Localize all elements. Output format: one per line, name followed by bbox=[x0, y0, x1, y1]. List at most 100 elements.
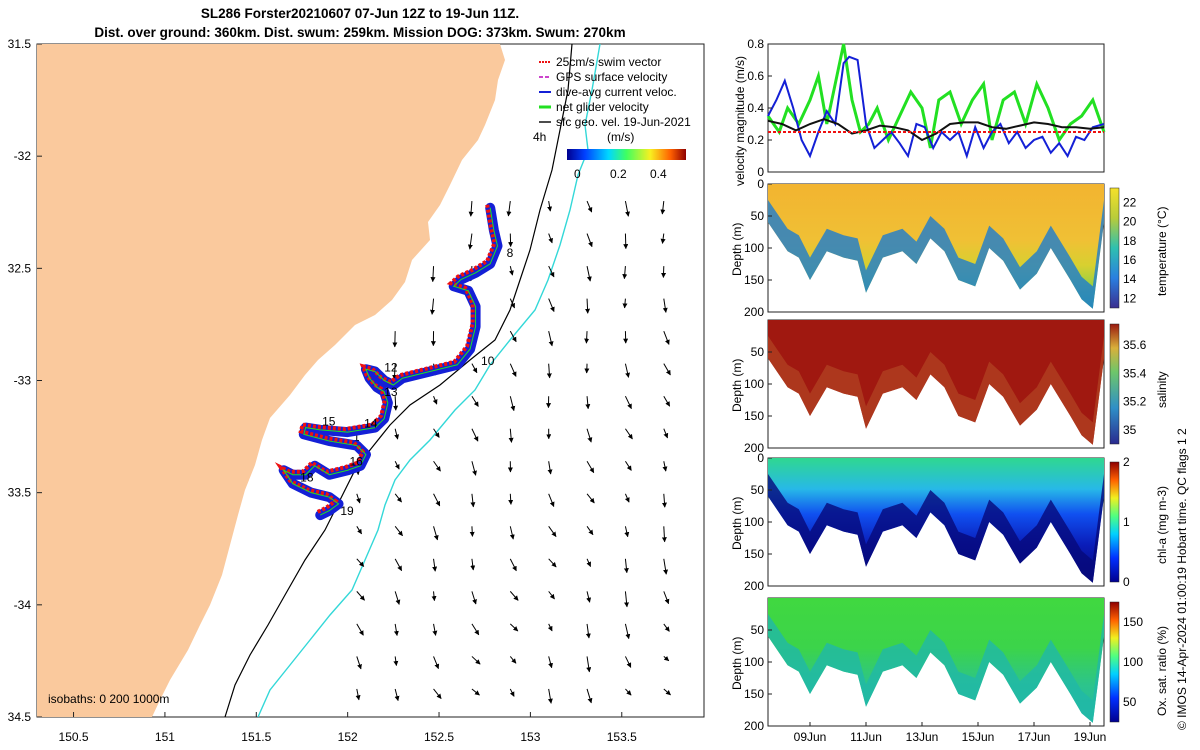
vector-arrow bbox=[547, 461, 553, 475]
vector-arrow bbox=[433, 688, 442, 700]
map-xtick-label: 152 bbox=[338, 730, 358, 744]
map-ytick-label: -32 bbox=[14, 149, 32, 163]
vector-arrow bbox=[586, 265, 592, 282]
vector-arrow bbox=[509, 591, 519, 601]
vector-arrow bbox=[547, 200, 553, 212]
vector-arrow bbox=[471, 591, 477, 605]
section-ytick-label: 150 bbox=[744, 547, 764, 561]
day-label: 12 bbox=[384, 361, 398, 375]
colorbar-tick-label: 35.6 bbox=[1123, 338, 1147, 352]
section-colorbar bbox=[1109, 323, 1120, 445]
vector-arrow bbox=[430, 266, 436, 283]
vector-arrow bbox=[548, 298, 555, 313]
vector-arrow bbox=[392, 363, 398, 380]
vector-arrow bbox=[624, 493, 630, 503]
vector-arrow bbox=[586, 200, 593, 213]
vector-arrow bbox=[625, 688, 632, 696]
colorbar-tick-2: 0.4 bbox=[650, 167, 667, 181]
velocity-panel: 0 0.2 0.4 0.6 0.8 velocity magnitude (m/s) bbox=[733, 37, 1106, 186]
vector-arrow bbox=[471, 623, 480, 636]
colorbar-tick-label: 1 bbox=[1123, 515, 1130, 529]
vector-arrow bbox=[625, 460, 632, 471]
vector-arrow bbox=[433, 428, 440, 438]
vector-arrow bbox=[356, 526, 362, 535]
colorbar-tick-label: 18 bbox=[1123, 234, 1137, 248]
vector-arrow bbox=[586, 591, 592, 603]
vector-arrow bbox=[432, 558, 438, 572]
section-ytick-label: 150 bbox=[744, 409, 764, 423]
day-label: 10 bbox=[481, 354, 495, 368]
vector-arrow bbox=[586, 493, 595, 504]
section-xtick-label: 15Jun bbox=[962, 730, 995, 744]
vector-arrow bbox=[548, 493, 555, 508]
vector-arrow bbox=[468, 200, 474, 217]
vector-arrow bbox=[663, 688, 671, 696]
vector-arrow bbox=[393, 656, 399, 667]
vector-arrow bbox=[548, 265, 555, 278]
colorbar-tick-label: 35 bbox=[1123, 423, 1137, 437]
vector-arrow bbox=[624, 526, 630, 538]
vector-arrow bbox=[509, 298, 515, 309]
vector-arrow bbox=[548, 591, 555, 600]
colorbar-tick-label: 35.4 bbox=[1123, 366, 1147, 380]
day-labels: 8 10 12 13 14 15 16 18 19 bbox=[300, 246, 513, 518]
vector-arrow bbox=[509, 526, 515, 540]
vector-arrow bbox=[508, 265, 514, 276]
vector-arrow bbox=[663, 558, 669, 575]
colorbar-label: temperature (°C) bbox=[1155, 207, 1169, 297]
vector-arrow bbox=[356, 623, 364, 636]
velocity-series-line bbox=[767, 118, 1105, 142]
vector-arrow bbox=[663, 591, 670, 605]
vector-arrow bbox=[470, 493, 476, 508]
colorbar-tick-label: 0 bbox=[1123, 575, 1130, 589]
velocity-ytick-label: 0 bbox=[757, 165, 764, 179]
vector-arrow bbox=[546, 363, 552, 379]
vector-arrow bbox=[586, 526, 594, 536]
vector-arrow bbox=[356, 591, 365, 601]
vector-arrow bbox=[433, 493, 441, 507]
vector-arrow bbox=[586, 688, 593, 704]
colorbar-title: (m/s) bbox=[607, 130, 634, 144]
vector-arrow bbox=[547, 688, 553, 704]
section-xtick-label: 19Jun bbox=[1074, 730, 1107, 744]
vector-arrow bbox=[471, 688, 480, 696]
section-ytick-label: 100 bbox=[744, 655, 764, 669]
velocity-ytick-label: 0.8 bbox=[747, 37, 764, 51]
day-label: 16 bbox=[349, 455, 363, 469]
section-ytick-label: 50 bbox=[751, 209, 765, 223]
vector-arrow bbox=[624, 200, 630, 217]
vector-arrow bbox=[663, 655, 670, 662]
glider-track bbox=[274, 202, 503, 521]
section-ylabel: Depth (m) bbox=[730, 637, 744, 690]
track-red-band bbox=[274, 204, 497, 514]
vector-arrow bbox=[661, 526, 667, 543]
vector-arrow bbox=[548, 656, 553, 669]
vector-arrow bbox=[547, 623, 553, 632]
land-polygon bbox=[37, 44, 505, 717]
vector-arrow bbox=[663, 428, 669, 439]
legend-entry: dive-avg current veloc. bbox=[556, 85, 677, 99]
velocity-ytick-label: 0.2 bbox=[747, 133, 764, 147]
colorbar-tick-label: 50 bbox=[1123, 695, 1137, 709]
day-label: 19 bbox=[340, 504, 354, 518]
map-ytick-label: 34.5 bbox=[8, 710, 32, 724]
velocity-ylabel: velocity magnitude (m/s) bbox=[733, 56, 747, 186]
vector-arrow bbox=[508, 428, 514, 443]
vector-arrow bbox=[585, 623, 591, 639]
vector-arrow bbox=[356, 558, 365, 567]
colorbar-label: Ox. sat. ratio (%) bbox=[1155, 626, 1169, 716]
vector-arrow bbox=[548, 526, 557, 537]
vector-arrow bbox=[356, 656, 362, 670]
vector-arrow bbox=[622, 266, 628, 280]
section-ytick-label: 200 bbox=[744, 579, 764, 593]
vector-arrow bbox=[624, 623, 631, 640]
colorbar-tick-label: 2 bbox=[1123, 455, 1130, 469]
section-xtick-label: 13Jun bbox=[906, 730, 939, 744]
section-bottom-layer bbox=[768, 336, 1104, 445]
section-colorbar bbox=[1109, 187, 1120, 309]
vector-arrow bbox=[394, 526, 403, 537]
vector-arrow bbox=[433, 656, 440, 670]
map-xtick-label: 153.5 bbox=[607, 730, 637, 744]
vector-arrow bbox=[661, 493, 667, 508]
